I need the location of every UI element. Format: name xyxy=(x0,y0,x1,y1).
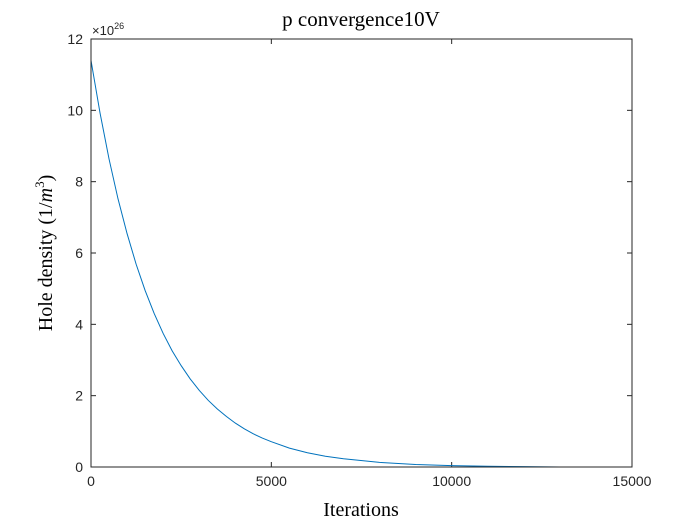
y-axis-label-exp: 3 xyxy=(32,181,47,188)
y-axis-ticks: 0 2 4 6 8 10 12 xyxy=(67,31,632,475)
chart-title: p convergence10V xyxy=(282,7,440,31)
y-multiplier-exponent: 26 xyxy=(114,21,124,31)
y-multiplier-base: ×10 xyxy=(92,23,114,38)
y-tick-label: 12 xyxy=(67,31,83,47)
plot-frame xyxy=(90,38,633,468)
y-tick-label: 6 xyxy=(75,245,83,261)
y-tick-label: 4 xyxy=(75,316,83,332)
y-tick-label: 0 xyxy=(75,459,83,475)
y-tick-label: 2 xyxy=(75,388,83,404)
y-tick-label: 10 xyxy=(67,102,83,118)
series-line-p xyxy=(90,60,632,468)
y-tick-label: 8 xyxy=(75,174,83,190)
x-axis-ticks: 0 5000 10000 15000 xyxy=(87,39,652,489)
x-tick-label: 10000 xyxy=(432,473,471,489)
x-tick-label: 5000 xyxy=(256,473,287,489)
y-multiplier: ×1026 xyxy=(92,21,124,38)
x-tick-label: 0 xyxy=(87,473,95,489)
y-axis-label-var: m xyxy=(35,188,57,202)
x-tick-label: 15000 xyxy=(613,473,652,489)
y-axis-label-close: ) xyxy=(35,175,57,182)
y-axis-label-text: Hole density (1/ xyxy=(35,202,57,331)
plot-area xyxy=(91,39,632,467)
y-axis-label: Hole density (1/m3) xyxy=(32,175,57,332)
x-axis-label: Iterations xyxy=(323,499,399,521)
